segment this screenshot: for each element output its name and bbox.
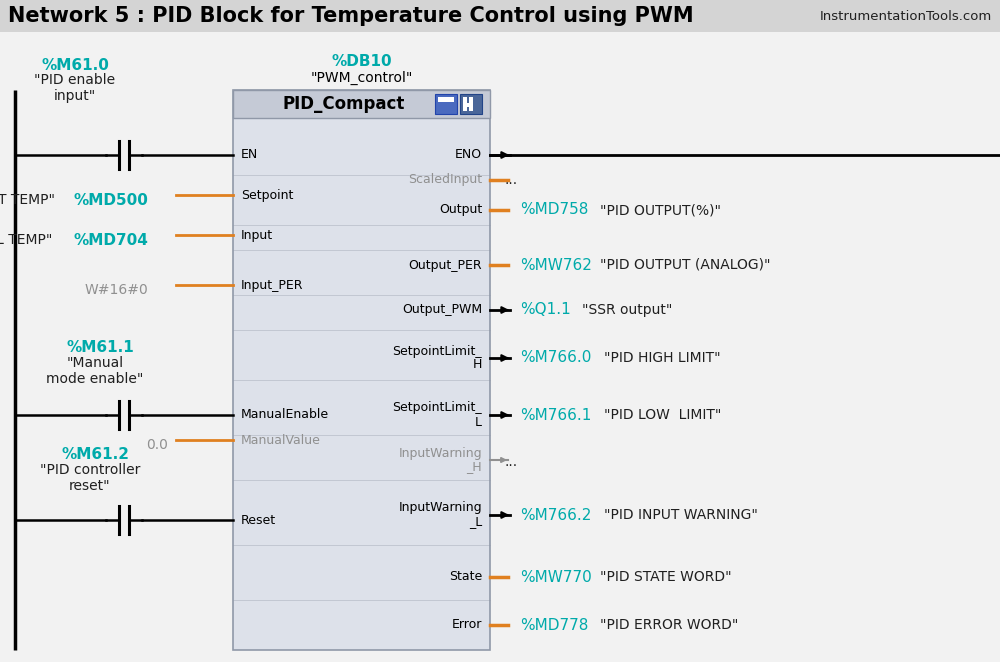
Text: %MD500: %MD500	[73, 193, 148, 208]
Text: %MW762: %MW762	[520, 258, 592, 273]
Bar	[438, 97, 454, 102]
Text: W#16#0: W#16#0	[84, 283, 148, 297]
Text: ScaledInput: ScaledInput	[408, 173, 482, 187]
Bar	[0, 0, 1000, 32]
Text: "PID controller
reset": "PID controller reset"	[40, 463, 140, 493]
Text: "PID LOW  LIMIT": "PID LOW LIMIT"	[604, 408, 721, 422]
Text: %Q1.1: %Q1.1	[520, 303, 571, 318]
Text: %M766.0: %M766.0	[520, 350, 591, 365]
Text: Setpoint: Setpoint	[241, 189, 293, 201]
Text: "PID enable
input": "PID enable input"	[34, 73, 116, 103]
Text: InputWarning: InputWarning	[398, 446, 482, 459]
Text: Output_PER: Output_PER	[408, 258, 482, 271]
Text: Input_PER: Input_PER	[241, 279, 304, 291]
Text: %MD758: %MD758	[520, 203, 588, 218]
Text: "PID OUTPUT(%)": "PID OUTPUT(%)"	[600, 203, 721, 217]
Text: Output: Output	[439, 203, 482, 216]
Bar	[463, 97, 467, 111]
Text: 0.0: 0.0	[146, 438, 168, 452]
Text: "PWM_control": "PWM_control"	[310, 71, 413, 85]
Text: ManualEnable: ManualEnable	[241, 408, 329, 422]
Text: "PID OUTPUT (ANALOG)": "PID OUTPUT (ANALOG)"	[600, 258, 770, 272]
Text: "SSR output": "SSR output"	[582, 303, 672, 317]
Text: _L: _L	[469, 516, 482, 528]
Text: %MD778: %MD778	[520, 618, 588, 632]
Text: Network 5 : PID Block for Temperature Control using PWM: Network 5 : PID Block for Temperature Co…	[8, 6, 694, 26]
Text: ...: ...	[505, 455, 518, 469]
Text: "SET TEMP": "SET TEMP"	[0, 193, 55, 207]
Text: Error: Error	[452, 618, 482, 632]
Text: EN: EN	[241, 148, 258, 162]
Text: "Manual
mode enable": "Manual mode enable"	[46, 356, 144, 386]
Text: InputWarning: InputWarning	[398, 502, 482, 514]
Bar	[469, 97, 473, 111]
Text: %M61.2: %M61.2	[61, 447, 129, 462]
Text: "PID ERROR WORD": "PID ERROR WORD"	[600, 618, 738, 632]
Text: ...: ...	[505, 173, 518, 187]
Text: %DB10: %DB10	[331, 54, 392, 70]
Bar	[435, 94, 457, 114]
Bar	[233, 90, 490, 118]
Bar	[460, 94, 482, 114]
Text: _H: _H	[466, 461, 482, 473]
Text: L: L	[475, 416, 482, 428]
Text: ACTUAL TEMP": ACTUAL TEMP"	[0, 233, 52, 247]
Bar	[233, 90, 490, 650]
Text: H: H	[473, 359, 482, 371]
Text: %M61.1: %M61.1	[66, 340, 134, 355]
Text: %MD704: %MD704	[73, 233, 148, 248]
Text: Reset: Reset	[241, 514, 276, 526]
Text: SetpointLimit_: SetpointLimit_	[392, 344, 482, 357]
Text: ManualValue: ManualValue	[241, 434, 321, 446]
Text: "PID HIGH LIMIT": "PID HIGH LIMIT"	[604, 351, 721, 365]
Text: %M61.0: %M61.0	[41, 58, 109, 73]
Text: SetpointLimit_: SetpointLimit_	[392, 401, 482, 414]
Text: %MW770: %MW770	[520, 569, 592, 585]
Text: Input: Input	[241, 228, 273, 242]
Text: State: State	[449, 571, 482, 583]
Text: %M766.2: %M766.2	[520, 508, 591, 522]
Text: ENO: ENO	[455, 148, 482, 162]
Text: %M766.1: %M766.1	[520, 408, 591, 422]
Text: "PID STATE WORD": "PID STATE WORD"	[600, 570, 732, 584]
Text: InstrumentationTools.com: InstrumentationTools.com	[820, 9, 992, 23]
Text: "PID INPUT WARNING": "PID INPUT WARNING"	[604, 508, 758, 522]
Bar	[463, 103, 473, 107]
Text: PID_Compact: PID_Compact	[282, 95, 405, 113]
Text: Output_PWM: Output_PWM	[402, 303, 482, 316]
